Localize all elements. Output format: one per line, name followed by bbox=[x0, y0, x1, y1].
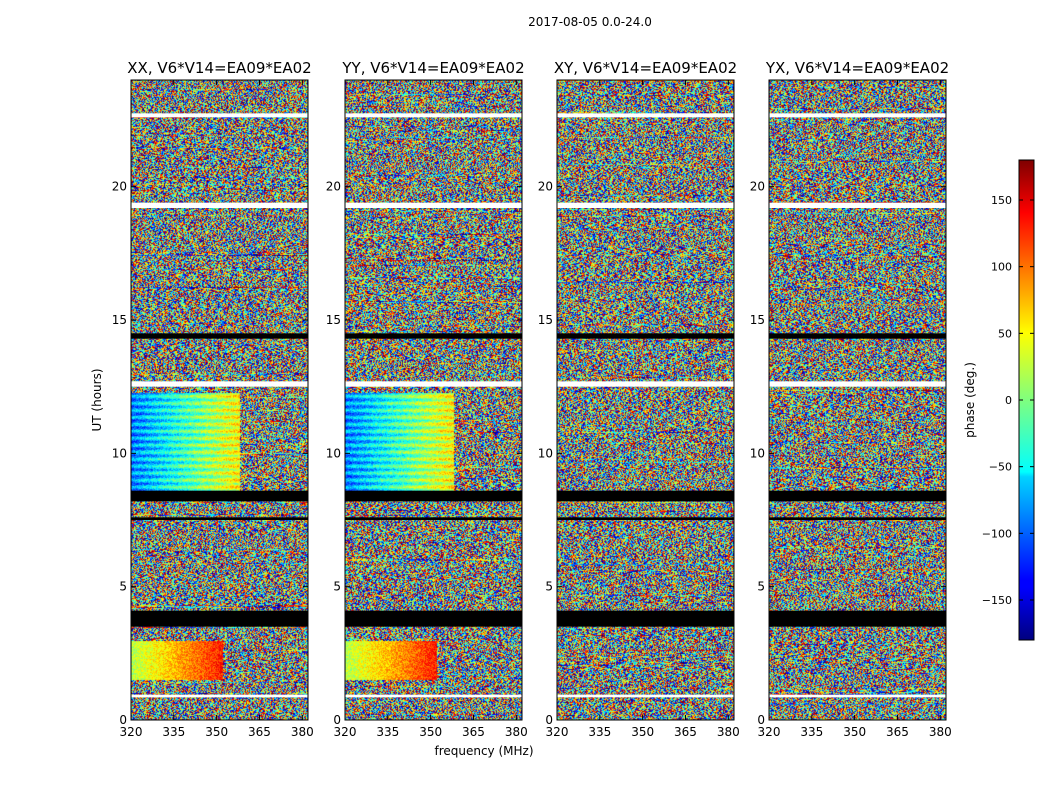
flagged-band bbox=[557, 610, 734, 627]
blank-band bbox=[769, 694, 946, 698]
blank-band bbox=[557, 694, 734, 698]
panel-3: YX, V6*V14=EA09*EA02 320 335 350 365 380 0 5 10 1… bbox=[750, 59, 952, 739]
x-tick-label: 335 bbox=[588, 725, 611, 739]
figure-suptitle: 2017-08-05 0.0-24.0 bbox=[528, 15, 652, 29]
y-tick-label: 0 bbox=[545, 713, 553, 727]
y-tick-label: 15 bbox=[112, 313, 127, 327]
blank-band bbox=[345, 113, 522, 118]
x-tick-label: 380 bbox=[717, 725, 740, 739]
colorbar-tick-label: −50 bbox=[989, 461, 1012, 474]
blank-band bbox=[131, 113, 308, 118]
flagged-band bbox=[131, 333, 308, 339]
y-tick-label: 0 bbox=[757, 713, 765, 727]
panel-1: YY, V6*V14=EA09*EA02 320 335 350 365 380 0 5 10 1… bbox=[326, 59, 528, 739]
panel-title: YY, V6*V14=EA09*EA02 bbox=[341, 59, 524, 77]
x-tick-label: 350 bbox=[843, 725, 866, 739]
x-tick-label: 380 bbox=[291, 725, 314, 739]
x-tick-label: 320 bbox=[546, 725, 569, 739]
panel-title: XY, V6*V14=EA09*EA02 bbox=[554, 59, 737, 77]
flagged-band bbox=[345, 490, 522, 502]
x-tick-label: 335 bbox=[376, 725, 399, 739]
y-tick-label: 10 bbox=[750, 446, 765, 460]
y-axis-label: UT (hours) bbox=[90, 368, 104, 431]
x-tick-label: 365 bbox=[886, 725, 909, 739]
flagged-band bbox=[557, 333, 734, 339]
x-tick-label: 350 bbox=[631, 725, 654, 739]
y-tick-label: 5 bbox=[545, 580, 553, 594]
flagged-band bbox=[769, 610, 946, 627]
colorbar-tick-label: 50 bbox=[998, 327, 1012, 340]
colorbar-tick-label: 150 bbox=[991, 194, 1012, 207]
x-tick-label: 365 bbox=[248, 725, 271, 739]
blank-band bbox=[345, 381, 522, 387]
panel-frame bbox=[768, 79, 947, 721]
flagged-band bbox=[345, 517, 522, 520]
flagged-band bbox=[769, 333, 946, 339]
x-tick-label: 320 bbox=[120, 725, 143, 739]
blank-band bbox=[769, 202, 946, 208]
y-tick-label: 10 bbox=[112, 446, 127, 460]
panel-2: XY, V6*V14=EA09*EA02 320 335 350 365 380 0 5 10 1… bbox=[538, 59, 740, 739]
y-tick-label: 10 bbox=[326, 446, 341, 460]
colorbar-tick-label: −150 bbox=[982, 594, 1012, 607]
panel-frame bbox=[130, 79, 309, 721]
flagged-band bbox=[131, 490, 308, 502]
colorbar-ticks: −150 −100 −50 0 50 100 150 bbox=[982, 194, 1034, 607]
x-tick-label: 365 bbox=[462, 725, 485, 739]
x-tick-label: 335 bbox=[162, 725, 185, 739]
y-tick-label: 5 bbox=[119, 580, 127, 594]
colorbar-tick-label: −100 bbox=[982, 527, 1012, 540]
flagged-band bbox=[345, 333, 522, 339]
colorbar: −150 −100 −50 0 50 100 150 phase (deg.) bbox=[963, 159, 1035, 641]
y-tick-label: 10 bbox=[538, 446, 553, 460]
flagged-band bbox=[131, 517, 308, 520]
y-tick-label: 5 bbox=[333, 580, 341, 594]
colorbar-label: phase (deg.) bbox=[963, 362, 977, 438]
x-axis-label: frequency (MHz) bbox=[434, 744, 533, 758]
blank-band bbox=[769, 113, 946, 118]
blank-band bbox=[131, 381, 308, 387]
flagged-band bbox=[557, 517, 734, 520]
y-tick-label: 5 bbox=[757, 580, 765, 594]
blank-band bbox=[345, 202, 522, 208]
flagged-band bbox=[769, 490, 946, 502]
flagged-band bbox=[557, 490, 734, 502]
blank-band bbox=[131, 694, 308, 698]
y-tick-label: 20 bbox=[750, 180, 765, 194]
y-tick-label: 20 bbox=[112, 180, 127, 194]
x-tick-label: 320 bbox=[758, 725, 781, 739]
y-tick-label: 15 bbox=[538, 313, 553, 327]
blank-band bbox=[345, 694, 522, 698]
blank-band bbox=[557, 202, 734, 208]
x-tick-label: 320 bbox=[334, 725, 357, 739]
x-tick-label: 335 bbox=[800, 725, 823, 739]
panel-0: XX, V6*V14=EA09*EA02 320 335 350 365 380 0 5 10 1… bbox=[112, 59, 314, 739]
blank-band bbox=[557, 381, 734, 387]
panel-frame bbox=[556, 79, 735, 721]
y-tick-label: 20 bbox=[326, 180, 341, 194]
colorbar-tick-label: 0 bbox=[1005, 394, 1012, 407]
blank-band bbox=[557, 113, 734, 118]
x-tick-label: 380 bbox=[505, 725, 528, 739]
flagged-band bbox=[769, 517, 946, 520]
blank-band bbox=[769, 381, 946, 387]
y-tick-label: 0 bbox=[333, 713, 341, 727]
y-tick-label: 20 bbox=[538, 180, 553, 194]
panels-group: XX, V6*V14=EA09*EA02 320 335 350 365 380 0 5 10 1… bbox=[112, 59, 952, 739]
colorbar-tick-label: 100 bbox=[991, 261, 1012, 274]
panel-frame bbox=[344, 79, 523, 721]
x-tick-label: 365 bbox=[674, 725, 697, 739]
flagged-band bbox=[345, 610, 522, 627]
y-tick-label: 0 bbox=[119, 713, 127, 727]
y-tick-label: 15 bbox=[750, 313, 765, 327]
blank-band bbox=[131, 202, 308, 208]
y-tick-label: 15 bbox=[326, 313, 341, 327]
x-tick-label: 380 bbox=[929, 725, 952, 739]
panel-title: YX, V6*V14=EA09*EA02 bbox=[765, 59, 949, 77]
flagged-band bbox=[131, 610, 308, 627]
x-tick-label: 350 bbox=[205, 725, 228, 739]
panel-title: XX, V6*V14=EA09*EA02 bbox=[127, 59, 311, 77]
x-tick-label: 350 bbox=[419, 725, 442, 739]
